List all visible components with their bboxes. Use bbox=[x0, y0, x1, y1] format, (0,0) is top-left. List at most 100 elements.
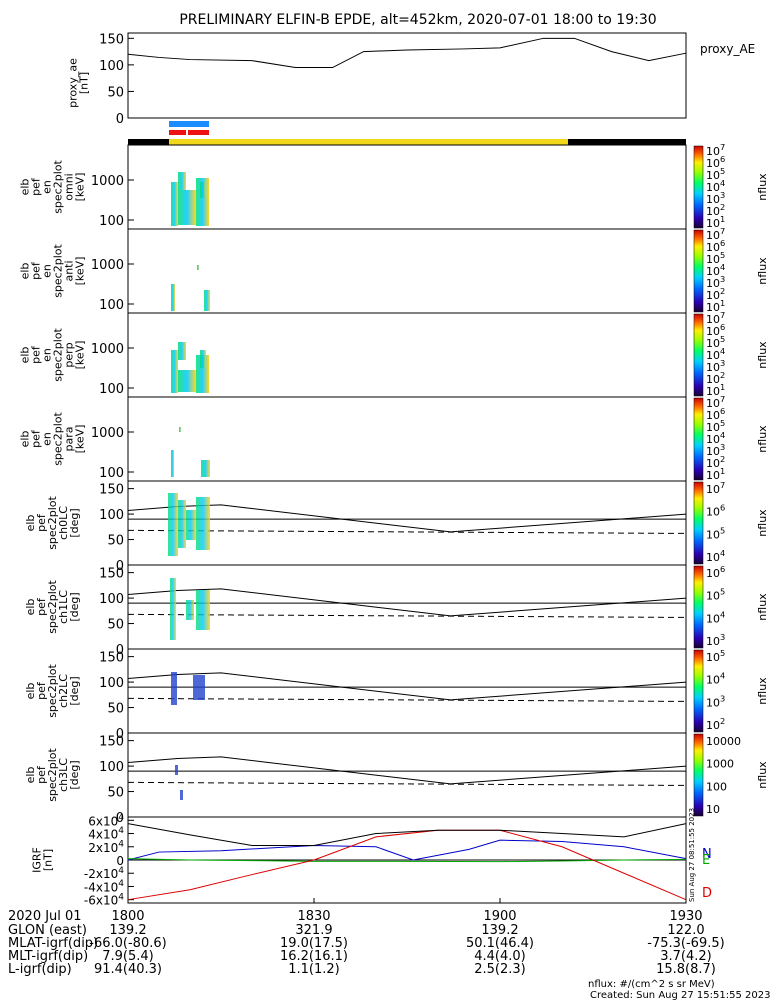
orbit-bar-black-right bbox=[568, 139, 686, 145]
colorbar-tick-label: 104 bbox=[706, 609, 725, 625]
flux-patch bbox=[175, 765, 178, 775]
row-value: 16.2(16.1) bbox=[280, 949, 348, 964]
y-tick-label: 6x104 bbox=[88, 813, 124, 828]
y-tick-label: 100 bbox=[99, 592, 124, 607]
loss-cone-line bbox=[127, 756, 687, 785]
colorbar-label: nflux bbox=[756, 425, 769, 453]
row-label: MLT-igrf(dip) bbox=[8, 949, 88, 964]
flux-patch bbox=[168, 493, 178, 556]
flux-patch bbox=[171, 284, 175, 311]
panel-frame bbox=[127, 144, 687, 230]
colorbar-tick-label: 105 bbox=[706, 525, 725, 541]
colorbar-tick-label: 1000 bbox=[706, 758, 734, 771]
created-note: Created: Sun Aug 27 15:51:55 2023 bbox=[590, 990, 770, 1000]
y-axis-label: elbpefenspec2plotanti[keV] bbox=[19, 244, 87, 298]
status-bar-blue bbox=[169, 121, 209, 127]
y-tick-label: 2x104 bbox=[88, 839, 124, 854]
proxy-ae-line bbox=[127, 37, 687, 69]
y-axis-label: elbpefspec2plotch2LC[deg] bbox=[24, 664, 81, 718]
row-value: 1.1(1.2) bbox=[288, 962, 340, 977]
y-tick-label: 0 bbox=[116, 811, 124, 826]
y-tick-label: 50 bbox=[107, 85, 124, 100]
y-tick-label: 100 bbox=[99, 760, 124, 775]
flux-patch bbox=[171, 350, 178, 393]
igrf-series-line bbox=[127, 858, 687, 863]
colorbar-label: nflux bbox=[756, 257, 769, 285]
flux-patch bbox=[201, 460, 210, 477]
legend-label: N bbox=[702, 847, 712, 862]
y-tick-label: 0 bbox=[116, 727, 124, 742]
panel-frame bbox=[127, 480, 687, 566]
y-tick-label: 50 bbox=[107, 618, 124, 633]
flux-patch bbox=[193, 675, 205, 700]
flux-patch bbox=[171, 182, 178, 226]
anti-loss-cone-line bbox=[127, 781, 687, 786]
row-value: 15.8(8.7) bbox=[656, 962, 716, 977]
side-stamp: Sun Aug 27 08:51:55 2023 bbox=[688, 808, 696, 902]
status-bar-red-gap bbox=[186, 130, 188, 135]
row-value: 122.0 bbox=[667, 923, 704, 938]
colorbar-label: nflux bbox=[756, 593, 769, 621]
flux-patch bbox=[200, 182, 206, 198]
flux-patch bbox=[178, 342, 186, 360]
colorbar bbox=[693, 229, 704, 313]
colorbar-tick-label: 103 bbox=[706, 632, 725, 648]
colorbar-label: nflux bbox=[756, 341, 769, 369]
legend-label: E bbox=[702, 853, 710, 868]
y-tick-label: 0 bbox=[116, 854, 124, 868]
y-axis-label: proxy_ae[nT] bbox=[67, 58, 91, 108]
colorbar bbox=[693, 313, 704, 397]
flux-patch bbox=[178, 172, 186, 190]
y-axis-label: elbpefspec2plotch3LC[deg] bbox=[24, 748, 81, 802]
y-tick-label: 100 bbox=[99, 59, 124, 74]
y-axis-label: elbpefspec2plotch0LC[deg] bbox=[24, 496, 81, 550]
y-tick-label: -6x104 bbox=[84, 892, 124, 907]
colorbar-label: nflux bbox=[756, 509, 769, 537]
colorbar-tick-label: 106 bbox=[706, 503, 725, 519]
colorbar-tick-label: 104 bbox=[706, 671, 725, 687]
flux-patch bbox=[200, 350, 206, 368]
y-tick-label: 0 bbox=[116, 112, 124, 127]
flux-patch bbox=[171, 450, 174, 477]
colorbar bbox=[693, 649, 704, 733]
y-tick-label: 150 bbox=[99, 483, 124, 498]
y-tick-label: 1000 bbox=[91, 426, 124, 441]
y-tick-label: -2x104 bbox=[84, 866, 124, 881]
anti-loss-cone-line bbox=[127, 529, 687, 534]
orbit-bar-black-left bbox=[128, 139, 169, 145]
anti-loss-cone-line bbox=[127, 613, 687, 618]
flux-patch bbox=[170, 578, 176, 640]
y-tick-label: 150 bbox=[99, 651, 124, 666]
y-tick-label: 150 bbox=[99, 567, 124, 582]
loss-cone-line bbox=[127, 588, 687, 617]
row-value: -66.0(-80.6) bbox=[89, 936, 166, 951]
flux-patch bbox=[180, 790, 183, 800]
legend-label: D bbox=[702, 886, 712, 901]
units-note: nflux: #/(cm^2 s sr MeV) bbox=[588, 979, 715, 990]
orbit-bar-yellow bbox=[169, 139, 568, 145]
colorbar-label: nflux bbox=[756, 761, 769, 789]
row-value: 2.5(2.3) bbox=[474, 962, 526, 977]
flux-patch bbox=[178, 370, 196, 392]
panel-frame bbox=[127, 312, 687, 398]
colorbar bbox=[693, 733, 704, 817]
colorbar-tick-label: 106 bbox=[706, 564, 725, 580]
panel-frame bbox=[127, 648, 687, 734]
y-tick-label: 100 bbox=[99, 298, 124, 313]
flux-patch bbox=[179, 427, 181, 432]
colorbar-tick-label: 100 bbox=[706, 780, 727, 793]
panel-frame bbox=[127, 396, 687, 482]
status-bar-red bbox=[169, 130, 209, 135]
flux-patch bbox=[196, 497, 210, 550]
y-axis-label: IGRF[nT] bbox=[31, 847, 55, 873]
y-tick-label: 150 bbox=[99, 32, 124, 47]
colorbar-tick-label: 105 bbox=[706, 648, 725, 664]
colorbar-label: nflux bbox=[756, 677, 769, 705]
colorbar-tick-label: 105 bbox=[706, 587, 725, 603]
panel-frame bbox=[127, 228, 687, 314]
y-tick-label: 0 bbox=[116, 643, 124, 658]
flux-patch bbox=[171, 672, 177, 705]
y-axis-label: elbpefspec2plotch1LC[deg] bbox=[24, 580, 81, 634]
panel-frame bbox=[127, 732, 687, 818]
igrf-series-line bbox=[127, 829, 687, 901]
